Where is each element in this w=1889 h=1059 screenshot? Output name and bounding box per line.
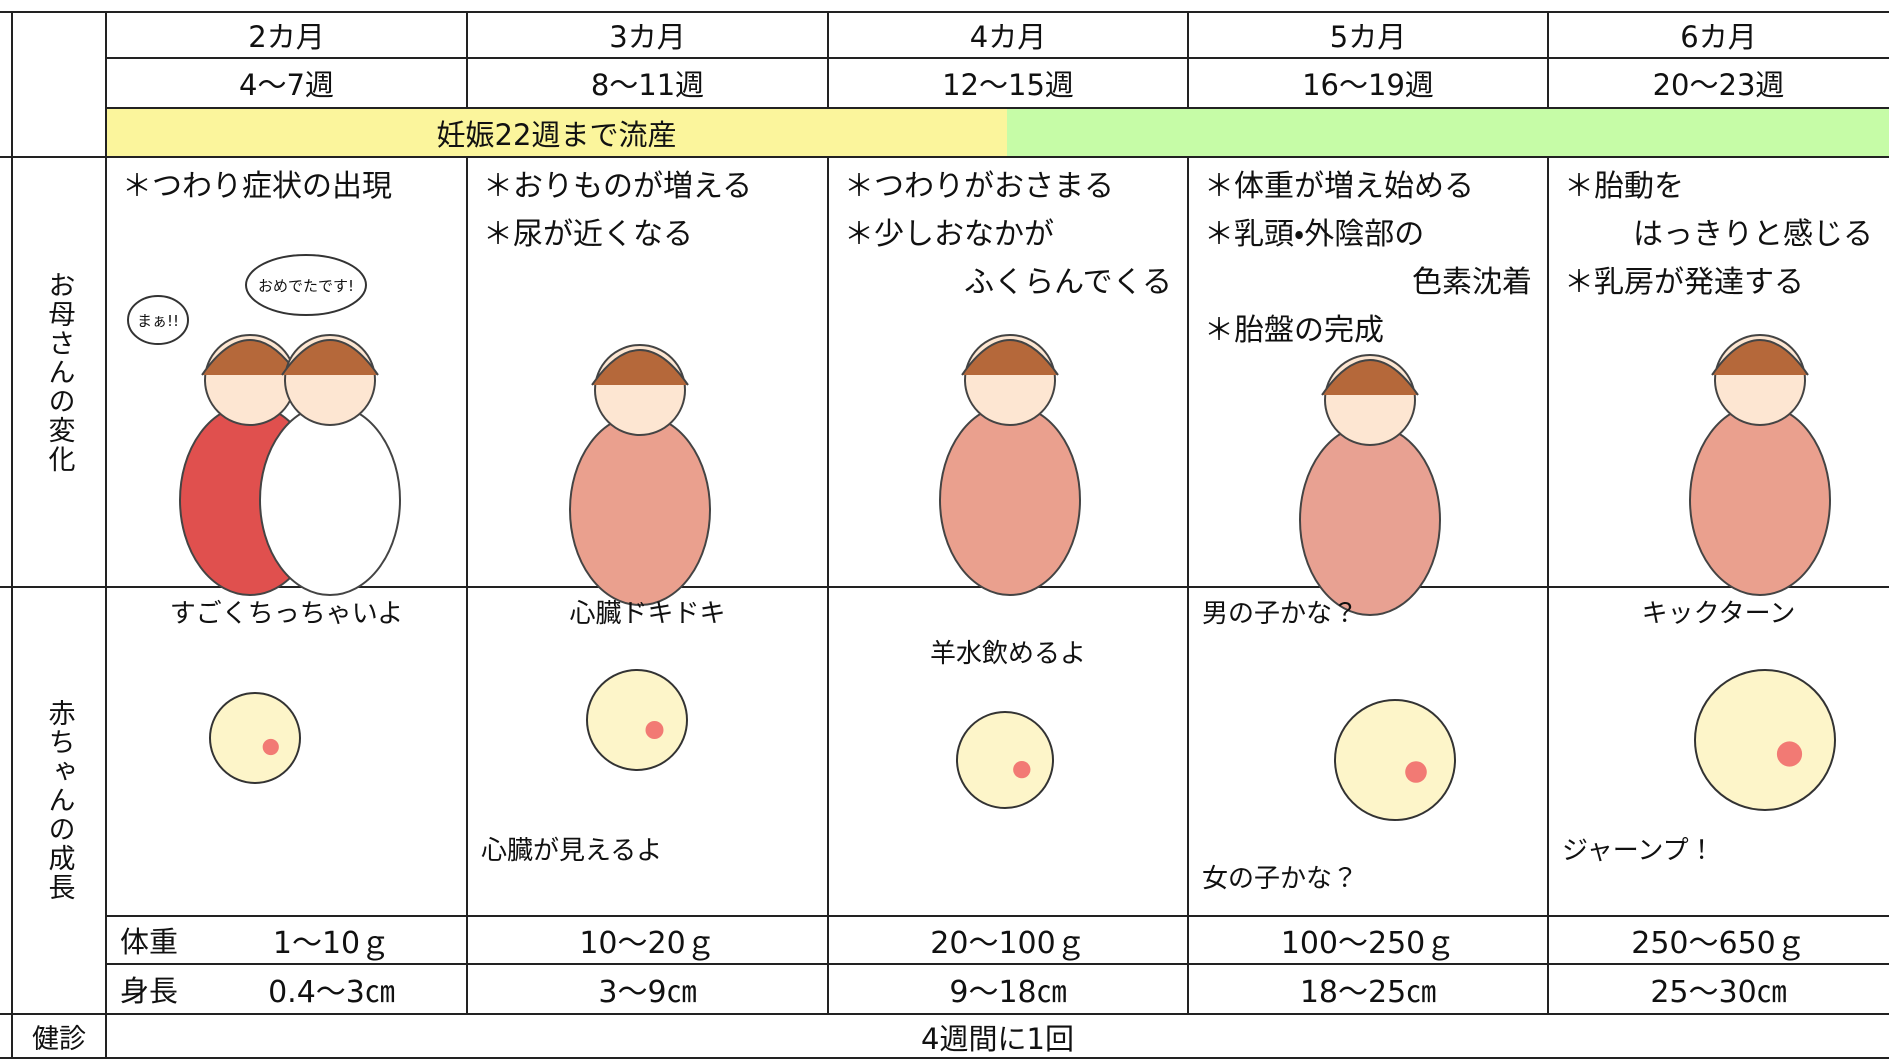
measure-value: 1～10ｇ [272,926,391,961]
measure-value: 3～9㎝ [598,975,697,1010]
mother-change-text: ＊つわりがおさまる [844,169,1114,204]
month-header: 2カ月 [248,20,325,54]
month-header: 3カ月 [609,20,686,54]
mother-change-text: ＊体重が増え始める [1204,169,1474,204]
illustration [281,339,379,376]
mother-change-text: ＊胎盤の完成 [1204,313,1384,348]
baby-caption: 男の子かな？ [1202,598,1359,629]
week-header: 8～11週 [590,68,705,102]
illustration [1689,404,1831,596]
mother-change-text: ＊おりものが増える [483,169,753,204]
measure-label: 身長 [120,974,179,1008]
illustration [201,339,299,376]
measure-value: 250～650ｇ [1631,926,1806,961]
row-label: 赤ちゃんの成長 [43,699,75,902]
measure-value: 100～250ｇ [1280,926,1456,961]
measure-value: 9～18㎝ [949,975,1067,1010]
measure-value: 20～100ｇ [930,926,1086,961]
month-header: 5カ月 [1329,20,1407,54]
baby-caption: 女の子かな？ [1202,863,1359,894]
illustration [259,404,401,596]
fetus-illustration [1334,699,1456,821]
mother-change-text: ＊乳房が発達する [1564,265,1804,300]
fetus-illustration [645,721,664,739]
mother-change-text: ＊少しおなかが [844,217,1054,252]
banner-text: 妊娠22週まで流産 [436,117,677,152]
illustration [939,404,1081,596]
week-header: 4～7週 [239,68,334,102]
baby-caption: キックターン [1641,598,1796,629]
mother-change-text: ＊乳頭・外陰部の [1204,217,1425,252]
week-header: 12～15週 [942,68,1074,102]
banner-green [1007,108,1889,157]
illustration [591,349,689,386]
baby-caption: すごくちっちゃいよ [169,598,404,629]
illustration [1299,424,1441,616]
illustration [569,414,711,606]
illustration [961,339,1059,376]
bubble-text: まぁ!! [136,311,180,330]
banner-yellow [106,108,1007,157]
measure-value: 0.4～3㎝ [268,975,395,1010]
mother-change-text: ふくらんでくる [964,265,1172,300]
fetus-illustration [1776,741,1803,767]
fetus-illustration [956,711,1054,809]
illustration [1321,359,1419,396]
speech-bubble [245,254,367,316]
fetus-illustration [586,669,688,771]
illustration [1711,339,1809,376]
mother-change-text: ＊つわり症状の出現 [122,169,392,204]
bubble-text: おめでたです! [257,276,354,295]
mother-change-text: 色素沈着 [1412,265,1532,300]
baby-caption: 心臓が見えるよ [481,835,663,866]
measure-value: 25～30㎝ [1650,975,1787,1010]
baby-caption: 心臓ドキドキ [569,598,726,629]
speech-bubble [127,295,189,345]
week-header: 20～23週 [1652,68,1785,102]
row-label: 健診 [32,1024,86,1055]
mother-change-text: ＊尿が近くなる [483,217,693,252]
fetus-illustration [209,692,301,784]
month-header: 4カ月 [969,20,1047,54]
mother-change-text: ＊胎動を [1564,169,1684,204]
baby-caption: ジャーンプ！ [1562,835,1715,866]
mother-change-text: はっきりと感じる [1633,217,1873,252]
fetus-illustration [1405,761,1427,783]
measure-label: 体重 [120,925,179,959]
measure-value: 10～20ｇ [579,926,716,961]
fetus-illustration [1694,669,1836,811]
fetus-illustration [1013,760,1031,779]
row-label: お母さんの変化 [43,270,75,474]
fetus-illustration [262,738,279,756]
checkup-text: 4週間に1回 [921,1021,1074,1056]
week-header: 16～19週 [1302,68,1434,102]
measure-value: 18～25㎝ [1299,975,1437,1010]
baby-caption: 羊水飲めるよ [929,638,1086,669]
month-header: 6カ月 [1680,20,1757,54]
